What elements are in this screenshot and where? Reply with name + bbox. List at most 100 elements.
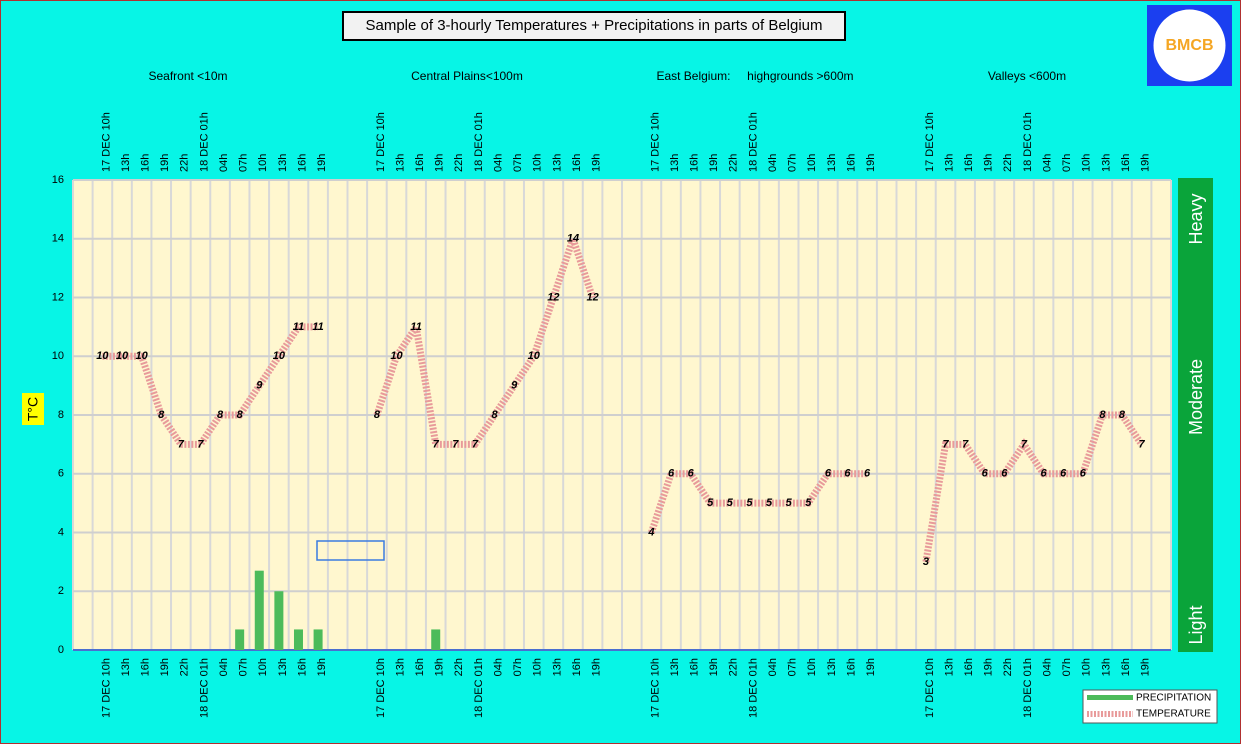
x-tick-label: 07h	[787, 658, 799, 676]
x-tick-label: 17 DEC 10h	[375, 658, 387, 718]
data-label: 7	[452, 438, 459, 450]
data-label: 5	[746, 497, 753, 509]
data-label: 5	[805, 497, 812, 509]
data-label: 11	[293, 321, 304, 333]
x-tick-label-top: 10h	[1081, 154, 1093, 172]
y-tick-label: 2	[58, 585, 64, 597]
bar	[313, 629, 323, 650]
x-tick-label-top: 10h	[532, 154, 544, 172]
data-label: 6	[1080, 468, 1087, 480]
legend-box	[1082, 689, 1218, 724]
x-tick-label-top: 16h	[140, 154, 152, 172]
data-label: 7	[1139, 438, 1146, 450]
data-label: 7	[962, 438, 969, 450]
data-label: 6	[982, 468, 989, 480]
x-tick-label: 16h	[140, 658, 152, 676]
x-tick-label: 19h	[865, 658, 877, 676]
x-tick-label: 22h	[1002, 658, 1014, 676]
x-tick-label: 13h	[277, 658, 289, 676]
data-label: 9	[511, 380, 518, 392]
x-tick-label: 10h	[1081, 658, 1093, 676]
data-label: 11	[312, 321, 323, 333]
x-tick-label: 19h	[434, 658, 446, 676]
x-tick-label: 13h	[669, 658, 681, 676]
logo-circle	[1153, 9, 1226, 82]
y-tick-label: 8	[58, 409, 64, 421]
x-tick-label-top: 07h	[512, 154, 524, 172]
x-tick-label-top: 07h	[238, 154, 250, 172]
data-label: 5	[707, 497, 714, 509]
y-tick-label: 4	[58, 526, 64, 538]
x-tick-label: 17 DEC 10h	[924, 658, 936, 718]
precip-level: Light	[1186, 605, 1206, 644]
data-label: 6	[1001, 468, 1008, 480]
data-label: 11	[410, 321, 421, 333]
x-tick-label-top: 13h	[826, 154, 838, 172]
data-label: 6	[844, 468, 851, 480]
x-tick-label-top: 13h	[120, 154, 132, 172]
x-tick-label: 04h	[218, 658, 230, 676]
x-tick-label-top: 22h	[453, 154, 465, 172]
x-tick-label: 10h	[257, 658, 269, 676]
data-label: 7	[197, 438, 204, 450]
x-tick-label: 19h	[590, 658, 602, 676]
data-label: 5	[766, 497, 773, 509]
x-tick-label-top: 10h	[806, 154, 818, 172]
data-label: 5	[727, 497, 734, 509]
x-tick-label-top: 22h	[728, 154, 740, 172]
data-label: 9	[256, 380, 263, 392]
x-tick-label: 16h	[963, 658, 975, 676]
y-tick-label: 12	[52, 291, 64, 303]
group-label: East Belgium: highgrounds >600m	[656, 69, 853, 83]
data-label: 6	[1060, 468, 1067, 480]
x-tick-label: 04h	[767, 658, 779, 676]
x-tick-label-top: 07h	[1061, 154, 1073, 172]
data-label: 8	[1099, 409, 1106, 421]
y-tick-label: 16	[52, 174, 64, 186]
data-label: 6	[825, 468, 832, 480]
data-label: 10	[390, 350, 403, 362]
x-tick-label: 16h	[571, 658, 583, 676]
data-label: 5	[786, 497, 793, 509]
data-label: 3	[923, 556, 929, 568]
data-label: 7	[433, 438, 440, 450]
data-label: 14	[567, 233, 579, 245]
x-tick-label: 18 DEC 01h	[747, 658, 759, 718]
data-label: 7	[1021, 438, 1028, 450]
legend: PRECIPITATION TEMPERATURE	[1082, 689, 1218, 724]
x-tick-label-top: 16h	[845, 154, 857, 172]
precip-level-band	[1178, 178, 1213, 652]
data-label: 8	[237, 409, 244, 421]
y-axis-label: T°C	[25, 397, 41, 421]
logo: BMCB	[1147, 5, 1232, 86]
data-label: 7	[178, 438, 185, 450]
data-label: 10	[528, 350, 541, 362]
x-tick-label-top: 18 DEC 01h	[198, 112, 210, 172]
precip-level: Heavy	[1186, 193, 1206, 244]
x-tick-label-top: 19h	[434, 154, 446, 172]
x-tick-label: 22h	[179, 658, 191, 676]
x-tick-label: 13h	[394, 658, 406, 676]
x-tick-label-top: 04h	[1041, 154, 1053, 172]
x-tick-label: 19h	[316, 658, 328, 676]
x-tick-label: 04h	[492, 658, 504, 676]
legend-swatch	[1087, 695, 1133, 700]
data-label: 7	[942, 438, 949, 450]
data-label: 8	[491, 409, 498, 421]
x-tick-label-top: 18 DEC 01h	[747, 112, 759, 172]
x-tick-label: 19h	[983, 658, 995, 676]
group-label: Valleys <600m	[988, 69, 1066, 83]
x-tick-label-top: 19h	[159, 154, 171, 172]
data-label: 10	[116, 350, 129, 362]
x-tick-label-top: 07h	[787, 154, 799, 172]
bar	[235, 629, 245, 650]
x-tick-label-top: 04h	[767, 154, 779, 172]
data-label: 8	[217, 409, 224, 421]
x-tick-label-top: 16h	[963, 154, 975, 172]
x-tick-label: 16h	[414, 658, 426, 676]
y-tick-label: 14	[52, 233, 64, 245]
group-label: Central Plains<100m	[411, 69, 523, 83]
x-tick-label-top: 18 DEC 01h	[473, 112, 485, 172]
data-label: 8	[1119, 409, 1126, 421]
